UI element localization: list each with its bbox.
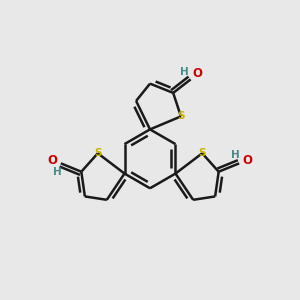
Text: S: S xyxy=(94,148,101,158)
Text: H: H xyxy=(180,67,189,77)
Text: O: O xyxy=(242,154,252,166)
Text: S: S xyxy=(199,148,206,158)
Text: O: O xyxy=(193,68,202,80)
Text: S: S xyxy=(177,111,185,122)
Text: H: H xyxy=(231,149,240,160)
Text: H: H xyxy=(53,167,62,177)
Text: O: O xyxy=(48,154,58,166)
